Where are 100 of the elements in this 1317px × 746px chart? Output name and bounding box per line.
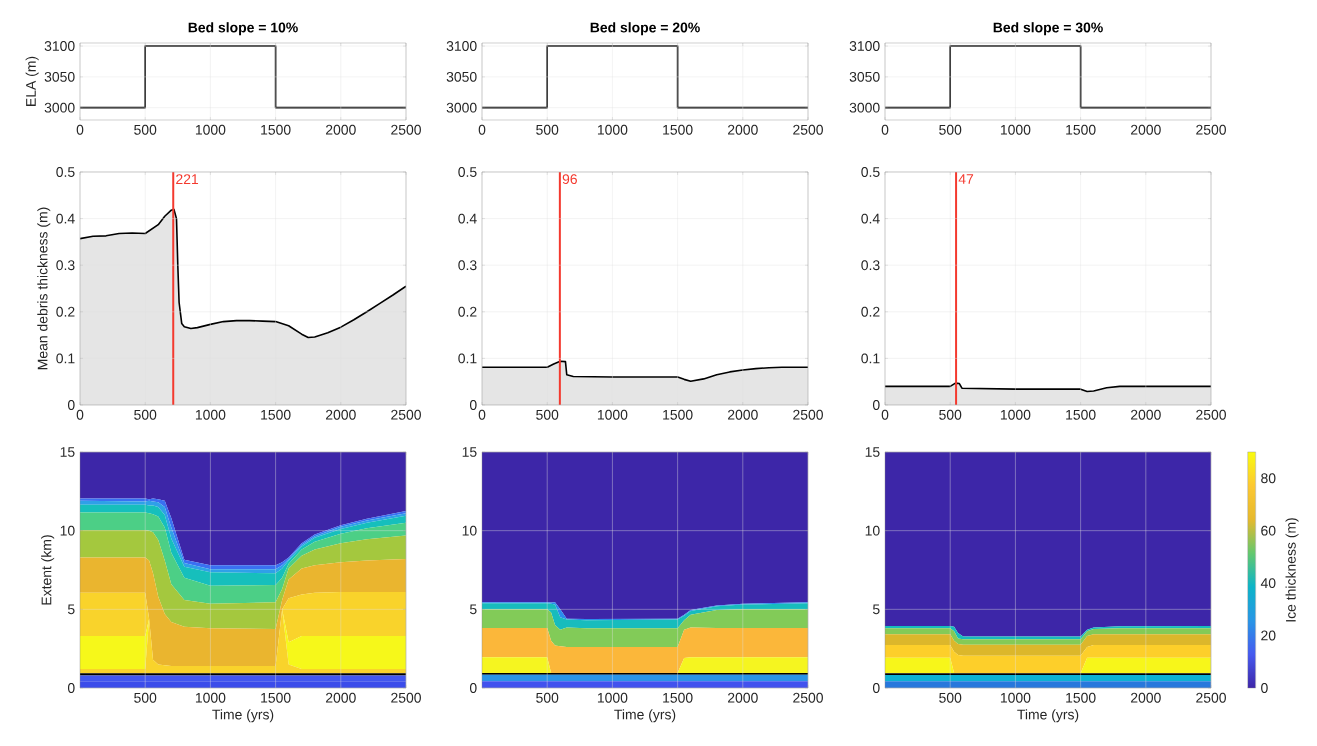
x-tick-label: 2500 [391, 409, 421, 420]
x-tick-label: 2500 [793, 409, 823, 420]
y-tick-label: 0.5 [861, 167, 880, 177]
x-tick-label: 1500 [1066, 409, 1096, 420]
y-tick-label: 15 [462, 447, 477, 457]
y-tick-label: 3100 [44, 41, 75, 52]
x-tick-label: 2000 [325, 409, 356, 420]
x-tick-label: 1500 [1066, 692, 1096, 703]
chart-title: Bed slope = 20% [590, 22, 700, 36]
y-tick-label: 0.4 [56, 213, 75, 224]
y-tick-label: 3000 [44, 102, 75, 113]
x-tick-label: 0 [76, 124, 84, 135]
x-tick-label: 2500 [1196, 692, 1226, 703]
x-tick-label: 1500 [663, 409, 693, 420]
y-tick-label: 3100 [849, 41, 880, 52]
y-tick-label: 3050 [44, 71, 75, 82]
y-tick-label: 15 [60, 447, 75, 457]
x-tick-label: 0 [478, 124, 486, 135]
y-axis-title: Extent (km) [41, 535, 55, 605]
y-tick-label: 10 [60, 525, 75, 536]
x-tick-label: 0 [478, 409, 486, 420]
color-bar-label: 40 [1260, 578, 1276, 589]
y-tick-label: 0.1 [56, 353, 75, 364]
y-tick-label: 3050 [446, 71, 477, 82]
chart-title: Bed slope = 10% [188, 22, 298, 36]
y-tick-label: 0.3 [861, 260, 880, 271]
x-tick-label: 500 [939, 409, 962, 420]
x-tick-label: 500 [134, 124, 157, 135]
x-tick-label: 500 [134, 409, 157, 420]
x-tick-label: 1000 [195, 124, 226, 135]
x-tick-label: 1000 [597, 692, 628, 703]
x-tick-label: 2500 [793, 692, 823, 703]
x-tick-label: 1500 [1066, 124, 1096, 135]
y-tick-label: 3100 [446, 41, 477, 52]
x-axis-title: Time (yrs) [1017, 709, 1079, 723]
y-tick-label: 0.3 [458, 260, 477, 271]
y-tick-label: 0 [469, 683, 477, 693]
x-tick-label: 1000 [1000, 409, 1031, 420]
x-tick-label: 1000 [597, 409, 628, 420]
y-tick-label: 5 [67, 604, 75, 615]
x-tick-label: 0 [881, 409, 889, 420]
y-tick-label: 0.2 [56, 306, 75, 317]
y-tick-label: 0.5 [56, 167, 75, 177]
x-tick-label: 1500 [261, 692, 291, 703]
x-tick-label: 2000 [325, 124, 356, 135]
y-tick-label: 0.5 [458, 167, 477, 177]
y-tick-label: 5 [469, 604, 477, 615]
y-tick-label: 0 [872, 400, 880, 410]
y-tick-label: 0.4 [458, 213, 477, 224]
x-tick-label: 2000 [1131, 124, 1161, 135]
y-tick-label: 10 [462, 525, 477, 536]
x-tick-label: 1000 [597, 124, 628, 135]
y-tick-label: 3000 [849, 102, 880, 113]
x-tick-label: 1500 [261, 124, 291, 135]
y-tick-label: 0.1 [458, 353, 477, 364]
y-tick-label: 10 [865, 525, 880, 536]
y-tick-label: 0.1 [861, 353, 880, 364]
x-tick-label: 500 [536, 692, 559, 703]
y-tick-label: 0 [469, 400, 477, 410]
x-axis-title: Time (yrs) [614, 709, 676, 723]
x-tick-label: 2500 [391, 124, 421, 135]
x-tick-label: 2500 [391, 692, 421, 703]
x-tick-label: 500 [939, 692, 962, 703]
color-bar-label: 0 [1261, 683, 1268, 693]
color-bar-label: 20 [1261, 630, 1276, 641]
color-bar-label: 80 [1261, 473, 1276, 484]
y-tick-label: 15 [865, 447, 880, 457]
x-tick-label: 500 [939, 124, 962, 135]
x-tick-label: 2000 [1131, 409, 1161, 420]
x-tick-label: 2500 [793, 124, 823, 135]
y-tick-label: 5 [872, 604, 880, 615]
y-tick-label: 0.3 [56, 260, 75, 271]
y-tick-label: 0 [67, 400, 75, 410]
x-tick-label: 1500 [663, 692, 693, 703]
chart-title: Bed slope = 30% [993, 22, 1103, 36]
x-axis-title: Time (yrs) [212, 709, 274, 723]
x-tick-label: 2000 [728, 692, 758, 703]
x-tick-label: 1500 [261, 409, 291, 420]
y-tick-label: 0 [872, 683, 880, 693]
x-tick-label: 2000 [728, 409, 758, 420]
annotation: 96 [562, 174, 577, 185]
x-tick-label: 2000 [1131, 692, 1161, 703]
x-tick-label: 0 [881, 124, 889, 135]
x-tick-label: 2500 [1196, 409, 1226, 420]
x-tick-label: 500 [134, 692, 157, 703]
x-tick-label: 1000 [195, 409, 226, 420]
x-tick-label: 2000 [728, 124, 758, 135]
x-tick-label: 1500 [663, 124, 693, 135]
y-tick-label: 0 [67, 683, 75, 693]
y-tick-label: 0.2 [861, 306, 880, 317]
y-tick-label: 3050 [849, 71, 880, 82]
x-tick-label: 2000 [325, 692, 356, 703]
y-tick-label: 3000 [446, 102, 477, 113]
x-tick-label: 0 [76, 409, 84, 420]
x-tick-label: 1000 [195, 692, 226, 703]
x-tick-label: 500 [536, 124, 559, 135]
x-tick-label: 500 [536, 409, 559, 420]
x-tick-label: 1000 [1000, 692, 1031, 703]
annotation: 47 [958, 174, 974, 184]
x-tick-label: 2500 [1196, 124, 1226, 135]
